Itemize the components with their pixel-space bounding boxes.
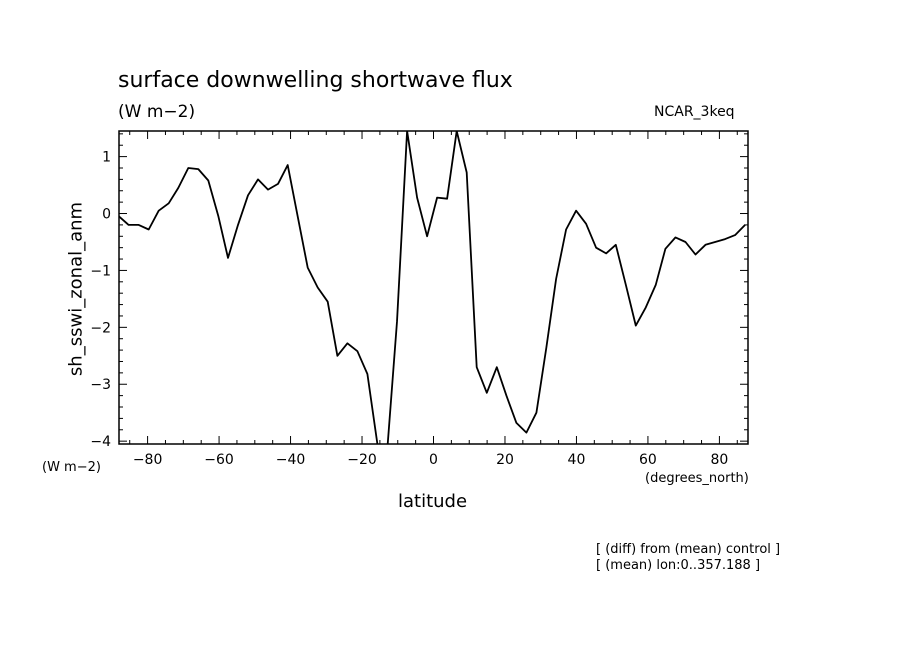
y-tick-label: 1 <box>102 150 111 166</box>
x-tick-label: 80 <box>710 452 728 468</box>
x-tick-label: −40 <box>276 452 306 468</box>
x-tick-label: −60 <box>204 452 234 468</box>
y-tick-label: −3 <box>90 377 111 393</box>
x-unit-label: (degrees_north) <box>645 471 749 486</box>
x-tick-label: 40 <box>568 452 586 468</box>
x-tick-label: −20 <box>347 452 377 468</box>
y-unit-label: (W m−2) <box>42 460 101 475</box>
series-line <box>119 131 746 444</box>
x-tick-label: 20 <box>496 452 514 468</box>
chart-title: surface downwelling shortwave flux <box>118 68 513 93</box>
y-tick-label: 0 <box>102 207 111 223</box>
y-tick-label: −4 <box>90 434 111 450</box>
y-tick-label: −1 <box>90 263 111 279</box>
x-tick-label: 60 <box>639 452 657 468</box>
footnote-mean: [ (mean) lon:0..357.188 ] <box>596 558 761 573</box>
chart-units: (W m−2) <box>118 102 196 122</box>
x-axis-label: latitude <box>398 491 468 512</box>
x-tick-label: −80 <box>133 452 163 468</box>
x-tick-label: 0 <box>429 452 438 468</box>
model-label: NCAR_3keq <box>654 104 735 120</box>
y-tick-label: −2 <box>90 320 111 336</box>
footnote-diff: [ (diff) from (mean) control ] <box>596 542 781 557</box>
